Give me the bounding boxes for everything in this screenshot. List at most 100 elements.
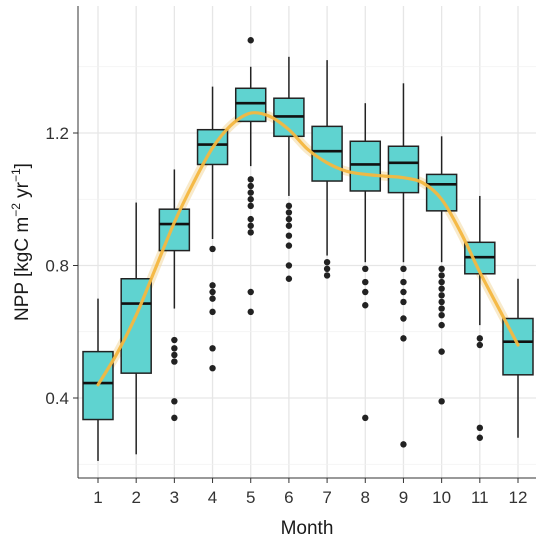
outlier-point [171,358,178,365]
x-tick-label: 12 [509,488,528,507]
outlier-point [209,288,216,296]
x-tick-label: 3 [170,488,179,507]
outlier-point [438,285,445,292]
outlier-point [438,321,445,329]
x-tick-label: 10 [432,488,451,507]
outlier-point [400,441,407,448]
boxplot-month-8 [349,103,382,422]
y-axis-title-mid: yr [12,181,33,203]
x-tick-label: 2 [131,488,140,507]
outlier-point [438,298,445,306]
x-tick-label: 4 [208,488,217,507]
outlier-point [209,364,216,372]
outlier-point [400,315,407,322]
panel-background [78,6,536,478]
outlier-point [247,288,254,296]
outlier-point [247,196,254,203]
x-tick-label: 11 [471,488,489,507]
outlier-point [247,189,254,196]
y-axis-title: NPP [kgC m−2 yr−1] [9,163,33,321]
outlier-point [323,265,331,273]
outlier-point [209,345,216,352]
box-iqr [311,125,343,182]
outlier-point [209,282,216,289]
box-iqr [349,140,382,192]
outlier-point [438,272,445,279]
outlier-point [171,398,178,405]
outlier-point [285,215,293,223]
outlier-point [476,341,484,349]
outlier-point [438,398,445,405]
outlier-point [400,278,407,286]
x-tick-label: 1 [93,488,102,507]
outlier-point [438,265,445,273]
box-iqr [387,145,420,194]
y-axis-title-prefix: NPP [kgC m [12,217,33,321]
x-tick-label: 6 [284,488,293,507]
boxplots [82,37,534,461]
outlier-point [247,182,254,190]
y-tick-label: 1.2 [45,124,69,143]
y-axis-title-suffix: ] [12,163,33,168]
outlier-point [438,278,445,286]
outlier-point [285,202,293,210]
box-iqr [425,173,458,212]
outlier-point [247,222,254,229]
outlier-point [362,302,369,309]
outlier-point [362,278,369,286]
outlier-point [247,202,254,210]
outlier-point [247,308,254,316]
outlier-point [476,424,484,432]
outlier-point [247,229,254,236]
y-axis-title-sup1: −2 [9,203,23,217]
outlier-point [171,345,178,352]
x-tick-label: 7 [322,488,331,507]
outlier-point [171,336,178,344]
x-axis-title: Month [281,518,334,539]
outlier-point [400,335,407,342]
y-tick-label: 0.8 [45,257,69,276]
outlier-point [400,298,407,306]
outlier-point [171,351,178,359]
y-tick-label: 0.4 [45,389,69,408]
outlier-point [285,242,293,249]
outlier-point [247,215,254,223]
outlier-point [323,258,331,266]
smooth-trend-top [96,111,520,387]
outlier-point [247,176,254,183]
boxplot-month-7 [311,60,343,279]
outlier-point [209,245,216,253]
x-tick-label: 5 [246,488,255,507]
outlier-point [285,262,293,269]
outlier-point [476,434,484,441]
outlier-point [438,305,445,312]
outlier-point [209,295,216,302]
outlier-point [362,265,369,273]
boxplot-month-9 [387,83,420,448]
outlier-point [285,275,293,282]
y-axis-title-sup2: −1 [9,168,23,182]
outlier-point [285,209,293,216]
outlier-point [438,348,445,355]
axes [73,6,536,483]
outlier-point [400,265,407,273]
boxplot-month-3 [158,169,191,422]
outlier-point [362,288,369,296]
outlier-point [285,232,293,239]
outlier-point [476,335,484,342]
outlier-point [171,414,178,422]
x-tick-label: 9 [399,488,408,507]
tick-labels: 1 2 3 4 5 6 7 8 9 10 11 120.40.81.2 [45,124,527,507]
outlier-point [209,308,216,316]
outlier-point [400,288,407,296]
outlier-point [285,222,293,229]
x-tick-label: 8 [361,488,370,507]
outlier-point [362,414,369,422]
smooth-trend-line [96,111,520,387]
outlier-point [438,292,445,299]
outlier-point [247,37,254,44]
boxplot-month-10 [425,136,458,405]
outlier-point [323,272,331,279]
outlier-point [438,311,445,319]
